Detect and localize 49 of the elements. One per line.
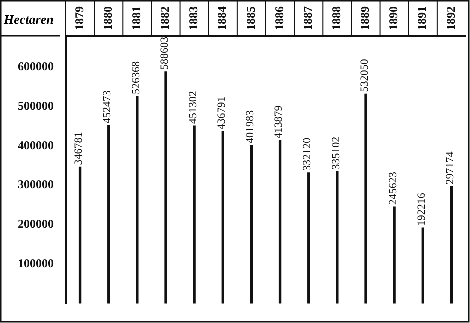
bar — [308, 172, 310, 304]
data-label: 245623 — [387, 172, 400, 206]
y-tick-label: 200000 — [18, 217, 54, 232]
data-label: 452473 — [102, 90, 114, 124]
data-label: 526368 — [130, 61, 142, 95]
x-tick-label: 1885 — [244, 6, 258, 30]
bar — [136, 96, 139, 304]
bar — [164, 72, 168, 304]
x-tick-label: 1882 — [158, 6, 172, 30]
data-label: 401983 — [244, 110, 257, 144]
data-label: 451302 — [187, 91, 200, 124]
data-label: 346781 — [73, 132, 86, 166]
x-tick-label: 1886 — [272, 6, 286, 30]
x-tick-label: 1891 — [415, 6, 430, 30]
x-tick-label: 1880 — [100, 6, 115, 30]
x-tick-label: 1884 — [215, 6, 230, 30]
bar — [336, 172, 339, 304]
bar — [78, 166, 82, 304]
bar — [422, 228, 424, 304]
x-tick-label: 1881 — [130, 6, 144, 30]
bar — [278, 140, 282, 304]
data-label: 335102 — [330, 136, 342, 170]
bar — [250, 145, 254, 304]
y-tick-label: 500000 — [18, 98, 54, 113]
x-tick-label: 1887 — [300, 6, 315, 30]
x-tick-label: 1883 — [186, 6, 201, 30]
y-axis-title: Hectaren — [4, 12, 54, 28]
bar — [364, 94, 368, 304]
data-label: 297174 — [444, 151, 457, 185]
y-tick-label: 600000 — [18, 60, 54, 74]
x-tick-label: 1892 — [444, 6, 458, 30]
data-label: 532050 — [358, 58, 371, 92]
bar — [222, 131, 224, 304]
data-label: 413879 — [273, 105, 286, 139]
data-label: 192216 — [416, 192, 428, 226]
bar — [108, 125, 110, 304]
data-label: 588603 — [158, 36, 171, 70]
bar — [450, 186, 454, 304]
x-tick-label: 1889 — [358, 6, 372, 30]
bar — [193, 126, 196, 304]
bar — [393, 206, 396, 304]
data-label: 436791 — [216, 96, 228, 130]
x-tick-label: 1890 — [386, 6, 401, 30]
x-tick-label: 1888 — [330, 6, 344, 30]
y-tick-label: 300000 — [18, 178, 54, 192]
x-tick-label: 1879 — [72, 6, 86, 30]
data-label: 332120 — [302, 138, 314, 172]
y-tick-label: 100000 — [18, 256, 54, 271]
y-tick-label: 400000 — [18, 138, 54, 152]
